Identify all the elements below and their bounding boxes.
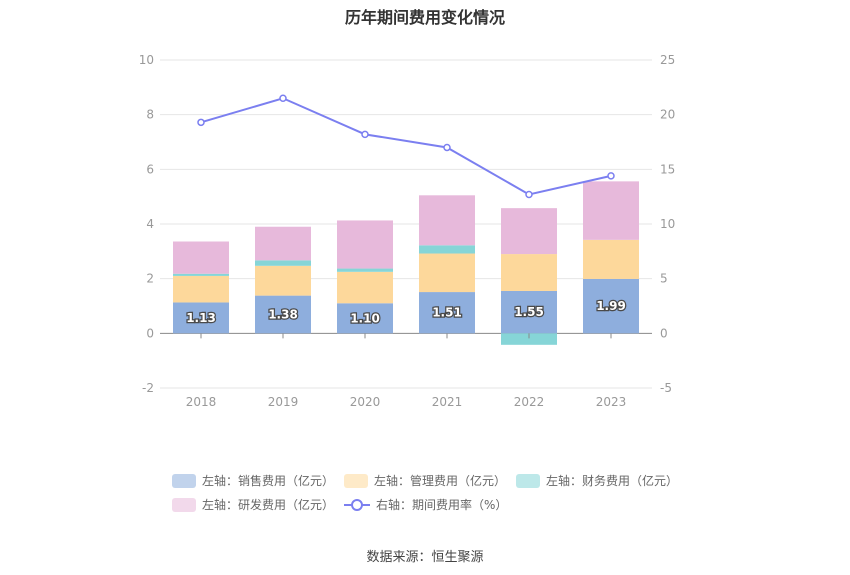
bar-admin-2019 (255, 265, 311, 296)
left-tick-label: 0 (146, 326, 154, 340)
bar-finance-2019 (255, 260, 311, 266)
right-tick-label: 15 (660, 162, 675, 176)
bar-value-label: 1.10 (350, 311, 380, 325)
bar-value-label: 1.99 (596, 299, 626, 313)
legend-label: 左轴：研发费用（亿元） (202, 498, 335, 512)
left-tick-label: 4 (146, 217, 154, 231)
bar-value-labels: 1.13 1.38 1.10 1.51 1.55 1.99 (185, 298, 627, 327)
legend-item-rate[interactable]: 右轴：期间费用率（%） (344, 496, 507, 513)
bar-rnd-2021 (419, 195, 475, 246)
bar-value-label: 1.51 (432, 306, 462, 320)
chart-title: 历年期间费用变化情况 (344, 8, 505, 27)
right-tick-label: -5 (660, 381, 672, 395)
rate-point-2018 (197, 118, 205, 127)
legend-swatch-sales (172, 473, 196, 488)
rate-point-2020 (361, 130, 369, 139)
bar-rnd-2023 (583, 181, 639, 240)
legend-item-admin[interactable]: 左轴：管理费用（亿元） (344, 472, 506, 489)
legend-swatch-finance (516, 473, 540, 488)
x-tick-label: 2023 (596, 395, 627, 409)
bar-value-label: 1.13 (186, 311, 216, 325)
x-axis-ticks: 2018 2019 2020 2021 2022 2023 (186, 333, 627, 409)
left-tick-label: 2 (146, 272, 154, 286)
rate-point-2019 (279, 94, 287, 103)
rate-point-2021 (443, 143, 451, 152)
right-axis-ticks: -5 0 5 10 15 20 25 (660, 53, 675, 395)
bar-sales-2018 (173, 302, 229, 334)
x-tick-label: 2019 (268, 395, 299, 409)
rate-point-2023 (607, 172, 615, 180)
bar-sales-2020 (337, 303, 393, 334)
legend-line-icon (344, 498, 370, 511)
bar-finance-2021 (419, 245, 475, 254)
bar-finance-2018 (173, 273, 229, 276)
left-tick-label: -2 (142, 381, 154, 395)
legend-item-finance[interactable]: 左轴：财务费用（亿元） (516, 472, 678, 489)
x-tick-label: 2018 (186, 395, 217, 409)
bar-admin-2022 (501, 254, 557, 291)
bar-finance-2020 (337, 268, 393, 272)
rate-point-2022 (525, 190, 533, 199)
bar-sales-2021 (419, 292, 475, 334)
bar-admin-2018 (173, 275, 229, 303)
data-source: 数据来源：恒生聚源 (366, 550, 484, 565)
bar-value-label: 1.38 (268, 307, 298, 321)
right-tick-label: 25 (660, 53, 675, 67)
x-tick-label: 2022 (514, 395, 545, 409)
bar-sales-2022 (501, 290, 557, 334)
legend-label: 左轴：管理费用（亿元） (374, 474, 507, 488)
left-axis-ticks: -2 0 2 4 6 8 10 (139, 53, 154, 395)
bar-value-label: 1.55 (514, 305, 544, 319)
x-tick-label: 2020 (350, 395, 381, 409)
right-tick-label: 10 (660, 217, 675, 231)
bars (173, 181, 639, 345)
legend-swatch-admin (344, 473, 368, 488)
legend-item-sales[interactable]: 左轴：销售费用（亿元） (172, 472, 334, 489)
bar-sales-2023 (583, 278, 639, 334)
bar-sales-2019 (255, 295, 311, 334)
right-tick-label: 0 (660, 326, 668, 340)
bar-admin-2023 (583, 239, 639, 279)
bar-finance-2022 (501, 333, 557, 345)
legend-label: 左轴：财务费用（亿元） (546, 474, 679, 488)
bar-rnd-2019 (255, 226, 311, 261)
bar-admin-2020 (337, 271, 393, 304)
legend-label: 右轴：期间费用率（%） (376, 498, 508, 512)
left-tick-label: 6 (146, 162, 154, 176)
x-tick-label: 2021 (432, 395, 463, 409)
legend-swatch-rnd (172, 497, 196, 512)
left-tick-label: 10 (139, 53, 154, 67)
right-tick-label: 20 (660, 108, 675, 122)
right-tick-label: 5 (660, 272, 668, 286)
grid-lines (160, 59, 652, 389)
left-tick-label: 8 (146, 108, 154, 122)
rate-polyline (200, 97, 612, 196)
legend-item-rnd[interactable]: 左轴：研发费用（亿元） (172, 496, 334, 513)
bar-rnd-2018 (173, 241, 229, 274)
legend-label: 左轴：销售费用（亿元） (202, 474, 335, 488)
bar-rnd-2020 (337, 220, 393, 269)
rate-line (197, 94, 615, 199)
bar-admin-2021 (419, 253, 475, 293)
bar-rnd-2022 (501, 208, 557, 255)
